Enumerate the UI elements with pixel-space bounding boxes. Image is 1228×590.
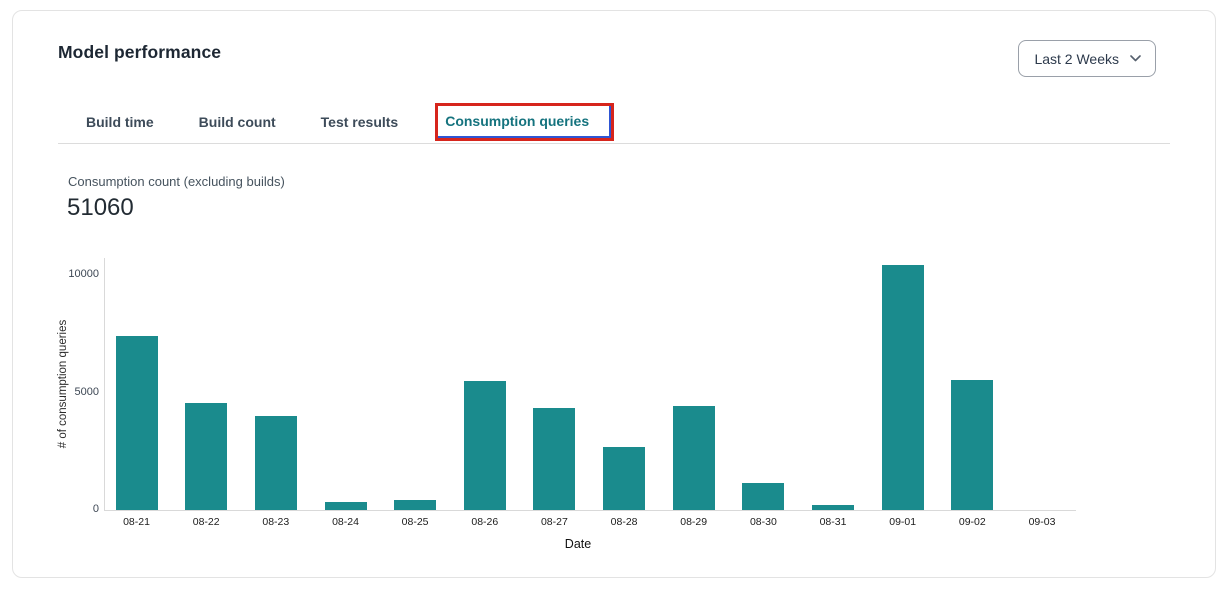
- chevron-down-icon: [1130, 55, 1141, 62]
- annotation-highlight-box: Consumption queries: [435, 103, 615, 141]
- tab-consumption-queries[interactable]: Consumption queries: [445, 113, 590, 129]
- x-tick-label: 08-27: [540, 516, 568, 528]
- x-tick-label: 08-21: [123, 516, 150, 528]
- page-title: Model performance: [58, 42, 222, 62]
- chart-bar-09-01[interactable]: [881, 264, 924, 510]
- date-range-value: Last 2 Weeks: [1034, 50, 1119, 67]
- x-tick-label: 09-01: [889, 516, 917, 528]
- x-tick-label: 08-26: [471, 516, 499, 528]
- date-range-dropdown[interactable]: Last 2 Weeks: [1018, 40, 1156, 77]
- y-axis-line: [104, 258, 105, 510]
- chart-bar-08-29[interactable]: [672, 405, 715, 510]
- y-tick-label: 0: [92, 503, 99, 515]
- model-performance-card: Model performance Last 2 Weeks Build tim…: [12, 10, 1216, 578]
- x-axis-title: Date: [564, 537, 592, 551]
- metric-value: 51060: [67, 194, 134, 221]
- tab-divider: [58, 143, 1170, 144]
- chart-bar-08-31[interactable]: [812, 504, 854, 510]
- tab-build-count[interactable]: Build count: [198, 114, 276, 130]
- x-tick-label: 08-30: [749, 516, 777, 528]
- x-tick-label: 09-02: [958, 516, 986, 528]
- tab-build-time[interactable]: Build time: [86, 114, 154, 130]
- x-tick-label: 09-03: [1028, 516, 1056, 528]
- consumption-queries-bar-chart: 0 5000 10000 08-21 08-22 08-23 08-24 08-25 08-26…: [13, 11, 1215, 577]
- x-axis-line: [104, 509, 1076, 511]
- chart-bar-09-02[interactable]: [951, 379, 994, 510]
- x-tick-label: 08-23: [262, 516, 290, 528]
- x-tick-label: 08-31: [819, 516, 847, 528]
- x-tick-label: 08-24: [332, 516, 359, 528]
- x-tick-label: 08-29: [680, 516, 708, 528]
- y-tick-label: 5000: [74, 385, 99, 398]
- tab-test-results[interactable]: Test results: [320, 114, 399, 130]
- chart-bar-08-21[interactable]: [115, 335, 158, 510]
- y-axis-title: # of consumption queries: [57, 319, 69, 449]
- x-tick-label: 08-25: [401, 516, 429, 528]
- x-tick-label: 08-28: [610, 516, 638, 528]
- metric-label: Consumption count (excluding builds): [68, 174, 285, 189]
- chart-bar-08-27[interactable]: [533, 407, 576, 510]
- chart-bar-08-24[interactable]: [324, 501, 367, 510]
- tab-bar: Build time Build count Test results Cons…: [86, 103, 615, 141]
- x-tick-label: 08-22: [192, 516, 220, 528]
- chart-bar-08-25[interactable]: [394, 499, 437, 510]
- chart-bar-08-26[interactable]: [463, 380, 506, 510]
- chart-bar-08-28[interactable]: [603, 446, 646, 510]
- chart-bar-08-23[interactable]: [254, 415, 297, 510]
- y-tick-label: 10000: [68, 268, 99, 281]
- chart-bar-08-22[interactable]: [185, 402, 228, 510]
- chart-bar-08-30[interactable]: [742, 482, 785, 510]
